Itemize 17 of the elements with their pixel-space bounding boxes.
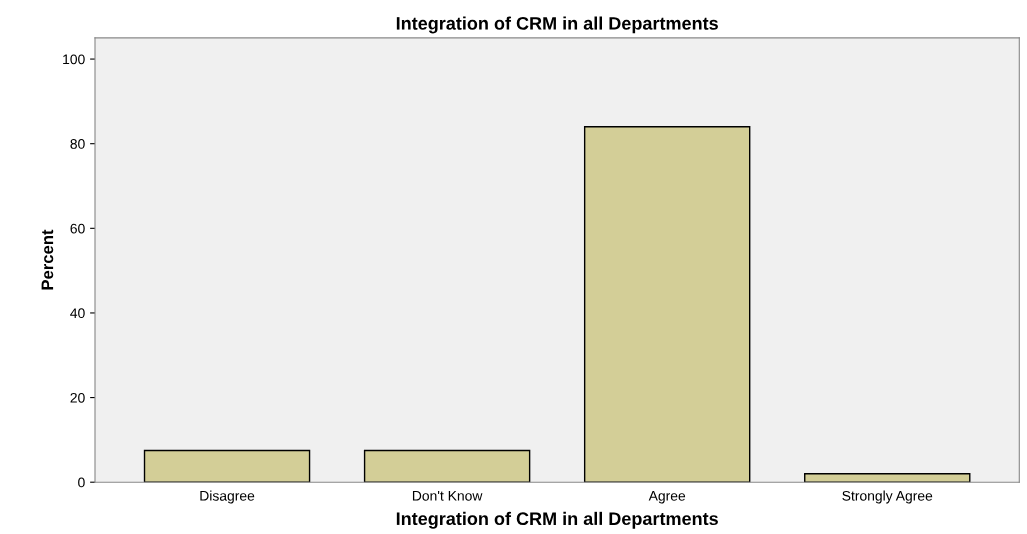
y-tick-label: 40 — [70, 308, 85, 319]
x-tick-label: Don't Know — [412, 491, 483, 501]
y-tick-label: 0 — [78, 477, 85, 488]
x-tick-label: Disagree — [200, 490, 255, 504]
chart-title: Integration of CRM in all Departments — [396, 16, 718, 34]
bar — [804, 473, 971, 483]
x-axis-title: Integration of CRM in all Departments — [396, 511, 718, 529]
y-tick-label: 60 — [70, 223, 85, 234]
y-tick-label: 20 — [70, 392, 85, 403]
x-tick-label: Agree — [648, 491, 686, 504]
bar — [143, 449, 311, 483]
y-axis-title: Percent — [41, 229, 54, 290]
y-tick-label: 100 — [63, 54, 85, 65]
bar — [583, 126, 751, 483]
y-tick-label: 80 — [70, 139, 85, 149]
bar — [363, 449, 531, 483]
x-tick-label: Strongly Agree — [842, 490, 933, 504]
